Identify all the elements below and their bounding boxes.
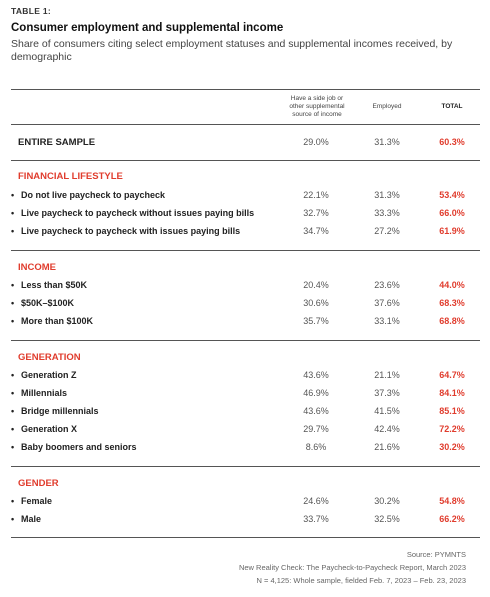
value-side-job: 43.6%	[303, 370, 329, 380]
value-employed: 27.2%	[374, 226, 400, 236]
table-subtitle: Share of consumers citing select employm…	[11, 38, 453, 63]
row-label: Bridge millennials	[11, 406, 98, 416]
row-label: Less than $50K	[11, 280, 87, 290]
source-line: Source: PYMNTS	[406, 550, 466, 559]
value-employed: 21.1%	[374, 370, 400, 380]
column-header-employed: Employed	[372, 103, 402, 110]
value-employed: 21.6%	[374, 442, 400, 452]
value-side-job: 20.4%	[303, 280, 329, 290]
table-row: Generation X 29.7% 42.4% 72.2%	[0, 424, 490, 439]
value-employed: 42.4%	[374, 424, 400, 434]
section-title-income: INCOME	[18, 262, 56, 273]
value-side-job: 22.1%	[303, 190, 329, 200]
value-side-job: 24.6%	[303, 496, 329, 506]
value-employed: 33.3%	[374, 208, 400, 218]
top-rule	[11, 89, 480, 90]
section-rule	[11, 160, 480, 161]
table-row: Bridge millennials 43.6% 41.5% 85.1%	[0, 406, 490, 421]
value-side-job: 29.7%	[303, 424, 329, 434]
section-rule	[11, 466, 480, 467]
value-employed: 37.6%	[374, 298, 400, 308]
value-employed: 31.3%	[374, 190, 400, 200]
value-total: 66.2%	[439, 514, 465, 524]
value-total: 84.1%	[439, 388, 465, 398]
value-total: 44.0%	[439, 280, 465, 290]
value-total: 60.3%	[439, 137, 465, 147]
value-side-job: 34.7%	[303, 226, 329, 236]
table-title: Consumer employment and supplemental inc…	[11, 22, 284, 34]
section-rule	[11, 250, 480, 251]
value-side-job: 35.7%	[303, 316, 329, 326]
value-employed: 33.1%	[374, 316, 400, 326]
row-label: Baby boomers and seniors	[11, 442, 137, 452]
value-employed: 41.5%	[374, 406, 400, 416]
value-employed: 37.3%	[374, 388, 400, 398]
column-header-total: TOTAL	[441, 103, 463, 110]
row-label: Do not live paycheck to paycheck	[11, 190, 165, 200]
value-side-job: 8.6%	[305, 442, 327, 452]
row-label: Male	[11, 514, 41, 524]
value-total: 72.2%	[439, 424, 465, 434]
row-label: More than $100K	[11, 316, 93, 326]
value-side-job: 30.6%	[303, 298, 329, 308]
value-total: 85.1%	[439, 406, 465, 416]
row-label: $50K–$100K	[11, 298, 74, 308]
value-total: 30.2%	[439, 442, 465, 452]
table-row: Female 24.6% 30.2% 54.8%	[0, 496, 490, 511]
table-row-entire-sample: ENTIRE SAMPLE 29.0% 31.3% 60.3%	[0, 137, 490, 152]
column-header-side-job: Have a side job or other supplemental so…	[289, 95, 345, 118]
value-total: 68.8%	[439, 316, 465, 326]
section-rule	[11, 340, 480, 341]
source-sample: N = 4,125: Whole sample, fielded Feb. 7,…	[256, 576, 466, 585]
table-label: TABLE 1:	[11, 6, 52, 16]
section-title-gender: GENDER	[18, 478, 59, 489]
row-label: ENTIRE SAMPLE	[18, 137, 96, 148]
row-label: Generation X	[11, 424, 77, 434]
value-side-job: 33.7%	[303, 514, 329, 524]
table-row: Live paycheck to paycheck with issues pa…	[0, 226, 490, 241]
section-title-financial-lifestyle: FINANCIAL LIFESTYLE	[18, 171, 123, 182]
table-row: Male 33.7% 32.5% 66.2%	[0, 514, 490, 529]
value-side-job: 46.9%	[303, 388, 329, 398]
value-side-job: 29.0%	[303, 137, 329, 147]
value-total: 64.7%	[439, 370, 465, 380]
row-label: Female	[11, 496, 52, 506]
row-label: Generation Z	[11, 370, 76, 380]
value-employed: 31.3%	[374, 137, 400, 147]
table-row: $50K–$100K 30.6% 37.6% 68.3%	[0, 298, 490, 313]
value-side-job: 43.6%	[303, 406, 329, 416]
value-employed: 30.2%	[374, 496, 400, 506]
table-row: More than $100K 35.7% 33.1% 68.8%	[0, 316, 490, 331]
row-label: Live paycheck to paycheck with issues pa…	[11, 226, 240, 236]
section-title-generation: GENERATION	[18, 352, 81, 363]
table-row: Live paycheck to paycheck without issues…	[0, 208, 490, 223]
table-row: Do not live paycheck to paycheck 22.1% 3…	[0, 190, 490, 205]
row-label: Millennials	[11, 388, 67, 398]
value-total: 61.9%	[439, 226, 465, 236]
value-employed: 32.5%	[374, 514, 400, 524]
bottom-rule	[11, 537, 480, 538]
row-label: Live paycheck to paycheck without issues…	[11, 208, 254, 218]
source-report: New Reality Check: The Paycheck-to-Paych…	[238, 563, 466, 572]
value-employed: 23.6%	[374, 280, 400, 290]
table-row: Baby boomers and seniors 8.6% 21.6% 30.2…	[0, 442, 490, 457]
value-total: 53.4%	[439, 190, 465, 200]
table-row: Less than $50K 20.4% 23.6% 44.0%	[0, 280, 490, 295]
table-row: Generation Z 43.6% 21.1% 64.7%	[0, 370, 490, 385]
value-total: 54.8%	[439, 496, 465, 506]
value-total: 66.0%	[439, 208, 465, 218]
value-total: 68.3%	[439, 298, 465, 308]
table-row: Millennials 46.9% 37.3% 84.1%	[0, 388, 490, 403]
value-side-job: 32.7%	[303, 208, 329, 218]
header-rule	[11, 124, 480, 125]
